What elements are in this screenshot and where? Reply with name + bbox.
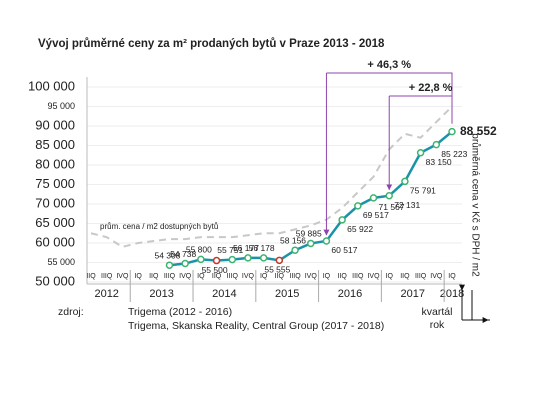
value-label: 69 517 [363, 210, 389, 220]
value-label: 88 552 [460, 124, 497, 138]
data-point [369, 194, 378, 202]
x-tick-label: IIIQ [101, 273, 113, 280]
year-label: 2016 [338, 288, 362, 300]
x-tick-label: IIQ [149, 273, 159, 280]
x-tick-label: IIQ [86, 273, 96, 280]
value-label: 54 308 [154, 250, 180, 260]
value-label: 54 738 [170, 249, 196, 259]
x-tick-label: IQ [386, 273, 394, 280]
value-label: 75 791 [410, 186, 436, 196]
y-tick-label: 100 000 [28, 78, 75, 93]
data-point [259, 254, 268, 262]
data-point [275, 256, 284, 265]
x-tick-label: IVQ [179, 273, 192, 280]
x-axis-label: kvartál [422, 306, 453, 318]
value-label: 55 800 [186, 245, 212, 255]
year-label: 2013 [149, 288, 173, 300]
data-point [197, 255, 205, 264]
data-point [228, 255, 237, 264]
data-point [401, 177, 409, 186]
annotation-label: + 46,3 % [367, 59, 411, 71]
x-tick-label: IVQ [430, 273, 443, 280]
year-label: 2014 [212, 288, 236, 300]
x-tick-label: IIQ [212, 273, 222, 280]
year-label: 2015 [275, 288, 299, 300]
year-label: 2012 [94, 288, 118, 300]
x-tick-label: IVQ [116, 273, 129, 280]
x-axis-label: rok [430, 319, 445, 331]
year-label: 2017 [401, 288, 425, 300]
data-point [306, 239, 315, 248]
x-tick-label: IQ [260, 273, 268, 280]
data-point [212, 256, 221, 265]
y-tick-label: 65 000 [35, 215, 75, 230]
value-label: 83 150 [426, 157, 452, 167]
x-tick-label: IIQ [337, 273, 347, 280]
y-tick-label: 75 000 [35, 176, 75, 191]
value-label: 58 156 [280, 235, 306, 245]
x-tick-label: IVQ [367, 273, 380, 280]
x-tick-label: IQ [134, 273, 142, 280]
source: Trigema, Skanska Reality, Central Group … [128, 320, 384, 332]
value-label: 55 500 [202, 265, 228, 275]
x-tick-label: IIIQ [227, 273, 239, 280]
x-tick-label: IIIQ [164, 273, 176, 280]
y-axis-label: průměrná cena v Kč s DPH / m2 [469, 133, 481, 277]
x-tick-label: IIIQ [415, 273, 427, 280]
value-label: 56 178 [249, 243, 275, 253]
value-label: 60 517 [331, 245, 357, 255]
value-label: 55 751 [217, 245, 243, 255]
value-label: 56 177 [233, 243, 259, 253]
data-point [416, 148, 425, 157]
reference-line [90, 105, 453, 248]
data-point [322, 237, 331, 245]
x-tick-label: IIIQ [289, 273, 301, 280]
source-label: zdroj: [58, 306, 84, 318]
x-tick-label: IVQ [242, 273, 255, 280]
x-tick-label: IIQ [275, 273, 285, 280]
value-label: 72 131 [394, 200, 420, 210]
data-point [432, 140, 441, 149]
value-label: 65 922 [347, 224, 373, 234]
annotation-bracket [389, 95, 453, 124]
data-point [165, 261, 174, 269]
data-point [338, 216, 346, 224]
y-tick-label: 55 000 [47, 257, 75, 267]
data-point [291, 246, 299, 254]
x-tick-label: IQ [323, 273, 331, 280]
annotation-label: + 22,8 % [409, 82, 453, 94]
x-tick-label: IQ [197, 273, 205, 280]
y-tick-label: 50 000 [35, 273, 75, 288]
series-label: prům. cena / m2 dostupných bytů [100, 222, 218, 231]
x-tick-label: IIQ [400, 273, 410, 280]
value-label: 55 555 [264, 265, 290, 275]
y-tick-label: 70 000 [35, 195, 75, 210]
y-tick-label: 90 000 [35, 117, 75, 132]
source: Trigema (2012 - 2016) [128, 306, 232, 318]
data-point [385, 191, 393, 200]
value-label: 59 885 [296, 229, 322, 239]
x-tick-label: IQ [448, 273, 456, 280]
y-tick-label: 60 000 [35, 234, 75, 249]
data-point [181, 259, 189, 268]
chart-title: Vývoj průměrné ceny za m² prodaných bytů… [38, 38, 385, 50]
data-point [354, 202, 362, 210]
x-tick-label: IVQ [305, 273, 318, 280]
axis-arrow [471, 290, 490, 321]
value-label: 71 567 [379, 202, 405, 212]
data-point [448, 127, 456, 136]
value-label: 85 223 [441, 149, 467, 159]
y-tick-label: 80 000 [35, 156, 75, 171]
y-tick-label: 85 000 [35, 137, 75, 152]
x-tick-label: IIIQ [352, 273, 364, 280]
year-label: 2018 [440, 288, 464, 300]
y-tick-label: 95 000 [47, 101, 75, 111]
data-point [244, 254, 252, 262]
